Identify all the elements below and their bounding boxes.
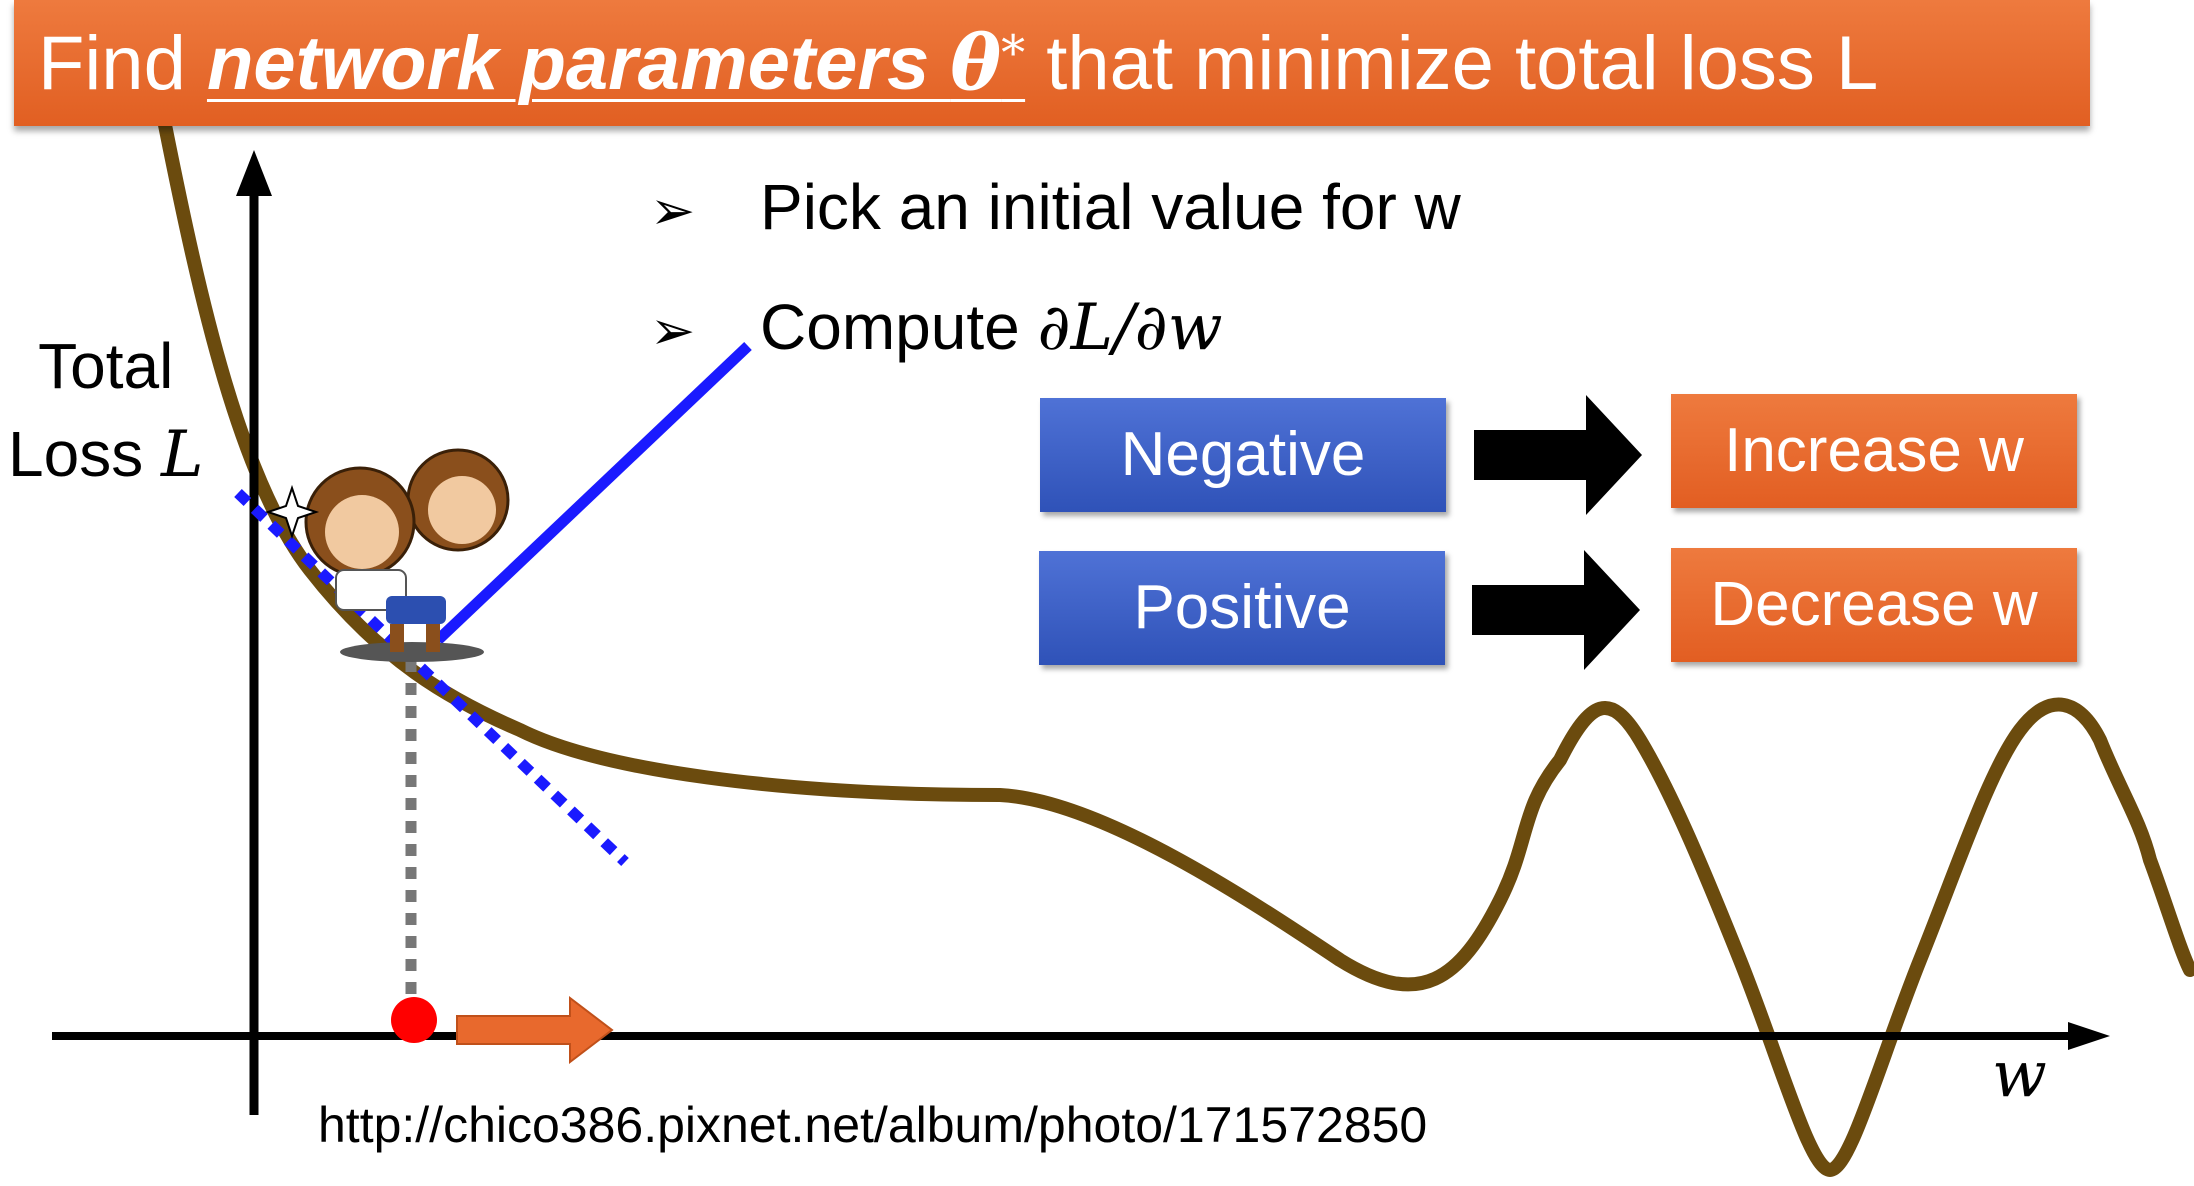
gradient-expression: ∂L/∂w: [1037, 291, 1223, 365]
y-axis-label-line1: Total: [38, 330, 174, 402]
monkey-character-icon: [264, 448, 510, 662]
bullet-text: Pick an initial value for w: [760, 171, 1461, 243]
source-url: http://chico386.pixnet.net/album/photo/1…: [318, 1097, 1428, 1153]
rule-arrow-negative: [1474, 395, 1642, 515]
bullet-pick-initial: ➢ Pick an initial value for w: [650, 170, 1461, 244]
title-suffix: that minimize total loss L: [1025, 21, 1879, 106]
y-axis-arrowhead: [236, 150, 272, 196]
y-axis-label: Total Loss L: [8, 322, 203, 499]
title-superscript: *: [1001, 25, 1026, 81]
negative-box: Negative: [1040, 398, 1446, 512]
bullet-compute-gradient: ➢ Compute ∂L/∂w: [650, 290, 1223, 365]
loss-curve: [158, 118, 2194, 1178]
rule-arrow-positive: [1472, 550, 1640, 670]
title-emphasis: network parameters θ*: [206, 18, 1026, 107]
positive-box: Positive: [1039, 551, 1445, 665]
decrease-w-box: Decrease w: [1671, 548, 2077, 662]
title-theta: θ: [950, 18, 1002, 107]
move-right-arrow: [456, 995, 614, 1065]
title-prefix: Find: [38, 21, 207, 106]
bullet-marker-icon: ➢: [650, 299, 696, 362]
bullet-marker-icon: ➢: [650, 179, 696, 242]
y-axis-label-loss: Loss: [8, 418, 161, 490]
increase-w-box: Increase w: [1671, 394, 2077, 508]
title-emphasis-text: network parameters: [206, 21, 951, 106]
y-axis-label-line2: Loss L: [8, 410, 203, 499]
bullet-text: Compute: [760, 291, 1038, 363]
initial-point: [391, 997, 437, 1043]
tangent-solid-line: [434, 342, 752, 644]
x-axis-arrowhead: [2068, 1022, 2110, 1050]
x-axis-label: w: [1992, 1038, 2047, 1112]
title-bar: Find network parameters θ* that minimize…: [14, 0, 2090, 126]
tangent-dotted-line: [234, 489, 629, 866]
y-axis-symbol: L: [160, 418, 204, 492]
